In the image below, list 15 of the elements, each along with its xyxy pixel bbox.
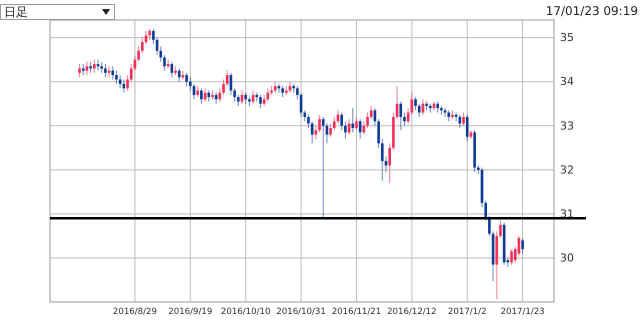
y-tick-label: 30 [560,251,574,264]
x-tick-label: 2016/12/12 [387,307,437,318]
x-tick-label: 2017/1/23 [500,307,545,318]
y-tick-label: 35 [560,31,574,44]
x-tick-label: 2017/1/2 [448,307,487,318]
y-tick-label: 32 [560,163,574,176]
x-tick-label: 2016/10/31 [276,307,326,318]
dropdown-field: 日足 [0,4,115,20]
x-tick-label: 2016/9/19 [168,307,212,318]
y-tick-label: 34 [560,75,574,88]
x-tick-label: 2016/8/29 [112,307,157,318]
y-tick-label: 33 [560,119,574,132]
x-tick-label: 2016/10/10 [220,307,270,318]
x-tick-label: 2016/11/21 [332,307,382,318]
text: 17/01/23 09:19 [546,4,638,18]
